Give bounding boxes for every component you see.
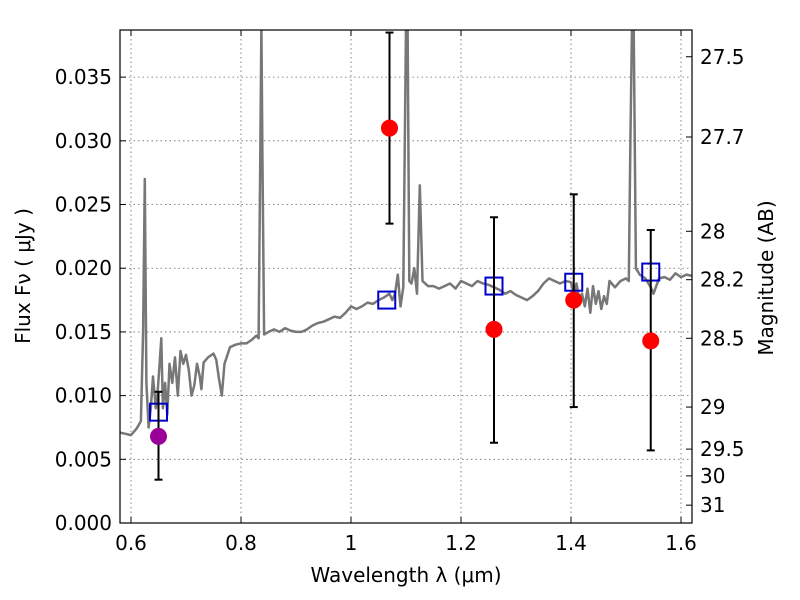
x-tick-labels: 0.6 0.8 1 1.2 1.4 1.6 xyxy=(115,531,697,555)
mag-tick-label: 27.7 xyxy=(700,125,745,149)
y-tick-label: 0.005 xyxy=(55,447,112,471)
mag-tick-label: 28 xyxy=(700,219,725,243)
x-tick-label: 1.4 xyxy=(555,531,587,555)
x-tick-label: 1 xyxy=(345,531,358,555)
mag-tick-label: 30 xyxy=(700,464,725,488)
observed-point xyxy=(642,332,660,350)
x-tick-label: 0.8 xyxy=(225,531,257,555)
magnitude-tick-labels: 27.5 27.7 28 28.2 28.5 29 29.5 30 31 xyxy=(700,45,745,517)
mag-tick-label: 31 xyxy=(700,493,725,517)
y2-axis-label: Magnitude (AB) xyxy=(754,200,778,355)
x-axis-label: Wavelength λ (μm) xyxy=(310,563,501,587)
y-tick-label: 0.035 xyxy=(55,65,112,89)
plot-frame xyxy=(119,29,693,524)
y-tick-label: 0.020 xyxy=(55,256,112,280)
x-tick-label: 0.6 xyxy=(115,531,147,555)
y-tick-labels: 0.000 0.005 0.010 0.015 0.020 0.025 0.030 0.035 xyxy=(55,65,112,535)
mag-tick-label: 28.2 xyxy=(700,268,745,292)
y-tick-label: 0.000 xyxy=(55,511,112,535)
y-tick-label: 0.030 xyxy=(55,129,112,153)
observed-points-layer xyxy=(150,119,660,445)
observed-point xyxy=(150,427,167,445)
x-tick-label: 1.6 xyxy=(665,531,697,555)
y-axis-label: Flux Fν ( μJy ) xyxy=(11,208,35,344)
mag-tick-label: 27.5 xyxy=(700,45,745,69)
observed-point xyxy=(565,291,583,309)
spectrum-layer xyxy=(120,30,692,437)
ticks xyxy=(120,30,692,524)
model-photometry-layer xyxy=(149,262,661,422)
spectrum-line xyxy=(120,30,692,437)
model-square xyxy=(377,290,397,310)
y-tick-label: 0.010 xyxy=(55,384,112,408)
mag-tick-label: 28.5 xyxy=(700,326,745,350)
y-tick-label: 0.025 xyxy=(55,193,112,217)
mag-tick-label: 29.5 xyxy=(700,437,745,461)
mag-tick-label: 29 xyxy=(700,395,725,419)
y-tick-label: 0.015 xyxy=(55,320,112,344)
observed-point xyxy=(381,119,398,137)
observed-point xyxy=(485,320,503,338)
x-tick-label: 1.2 xyxy=(445,531,477,555)
